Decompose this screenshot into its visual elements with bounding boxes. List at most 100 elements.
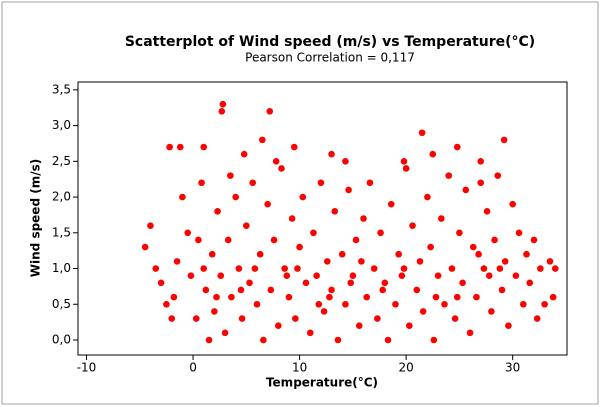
chart-title: Scatterplot of Wind speed (m/s) vs Tempe… [125, 34, 535, 50]
point [342, 300, 349, 308]
point [515, 229, 523, 237]
chart-subtitle: Pearson Correlation = 0,117 [245, 51, 415, 65]
point [302, 279, 310, 287]
point [166, 143, 173, 151]
point [285, 293, 293, 301]
point [227, 172, 234, 179]
point [533, 315, 541, 322]
point [374, 315, 381, 322]
point [240, 150, 248, 158]
point [541, 300, 548, 308]
point [505, 322, 512, 329]
point [546, 258, 554, 265]
point [294, 265, 301, 272]
point [512, 272, 520, 279]
point [283, 272, 291, 279]
point [377, 229, 384, 237]
point [473, 293, 480, 301]
point [328, 286, 335, 294]
x-axis-label: Temperature(°C) [266, 376, 378, 390]
point [211, 308, 218, 315]
point [217, 272, 225, 279]
point [370, 265, 378, 272]
point [267, 286, 275, 294]
point [496, 265, 504, 272]
point [264, 200, 271, 208]
point [363, 293, 371, 301]
point [270, 236, 278, 244]
y-tick-label: 3,5 [52, 82, 71, 96]
point [418, 129, 426, 137]
point [358, 258, 365, 265]
point [400, 265, 408, 272]
point [437, 215, 445, 222]
point [494, 172, 502, 179]
point [445, 172, 453, 179]
y-tick-label: 2,5 [52, 154, 71, 168]
point [523, 250, 530, 258]
y-tick-label: 0,0 [52, 332, 71, 346]
point [453, 293, 461, 301]
x-tick-label: 20 [398, 361, 413, 375]
point [448, 265, 456, 272]
point [317, 179, 325, 187]
point [430, 336, 438, 344]
point [213, 293, 220, 301]
point [157, 279, 165, 287]
point [424, 193, 431, 201]
point [200, 143, 208, 151]
point [441, 300, 448, 308]
point [296, 243, 303, 251]
point [299, 193, 307, 201]
point [256, 250, 264, 258]
point [288, 215, 296, 222]
point [218, 108, 226, 115]
point [170, 293, 178, 301]
point [147, 222, 154, 229]
y-tick-label: 1,5 [52, 225, 71, 239]
y-tick-label: 0,5 [52, 297, 71, 311]
point [501, 258, 509, 265]
point [379, 286, 386, 294]
point [416, 258, 424, 265]
point [381, 279, 389, 287]
point [313, 272, 320, 279]
point [462, 186, 470, 194]
point [320, 308, 328, 315]
point [395, 250, 402, 258]
x-tick-label: 30 [505, 361, 520, 375]
point [208, 250, 216, 258]
point [187, 272, 195, 279]
x-tick-label: -10 [77, 361, 97, 375]
point [205, 336, 213, 344]
point [195, 236, 202, 244]
point [384, 336, 392, 344]
point [176, 143, 184, 151]
y-tick-label: 2,0 [52, 190, 71, 204]
point [409, 222, 416, 229]
y-tick-label: 1,0 [52, 261, 71, 275]
point [366, 179, 374, 187]
point [278, 165, 285, 172]
point [260, 336, 267, 344]
point [232, 193, 239, 201]
point [152, 265, 160, 272]
point [202, 286, 210, 294]
point [459, 279, 466, 287]
point [310, 229, 317, 237]
point [342, 158, 349, 165]
point [466, 329, 474, 337]
point [537, 265, 544, 272]
point [237, 286, 245, 294]
point [315, 300, 323, 308]
point [419, 308, 427, 315]
point [292, 315, 299, 322]
point [179, 193, 186, 201]
point [328, 150, 335, 158]
point [477, 179, 485, 187]
point [392, 300, 399, 308]
point [266, 108, 274, 115]
point [432, 293, 440, 301]
point [480, 265, 488, 272]
